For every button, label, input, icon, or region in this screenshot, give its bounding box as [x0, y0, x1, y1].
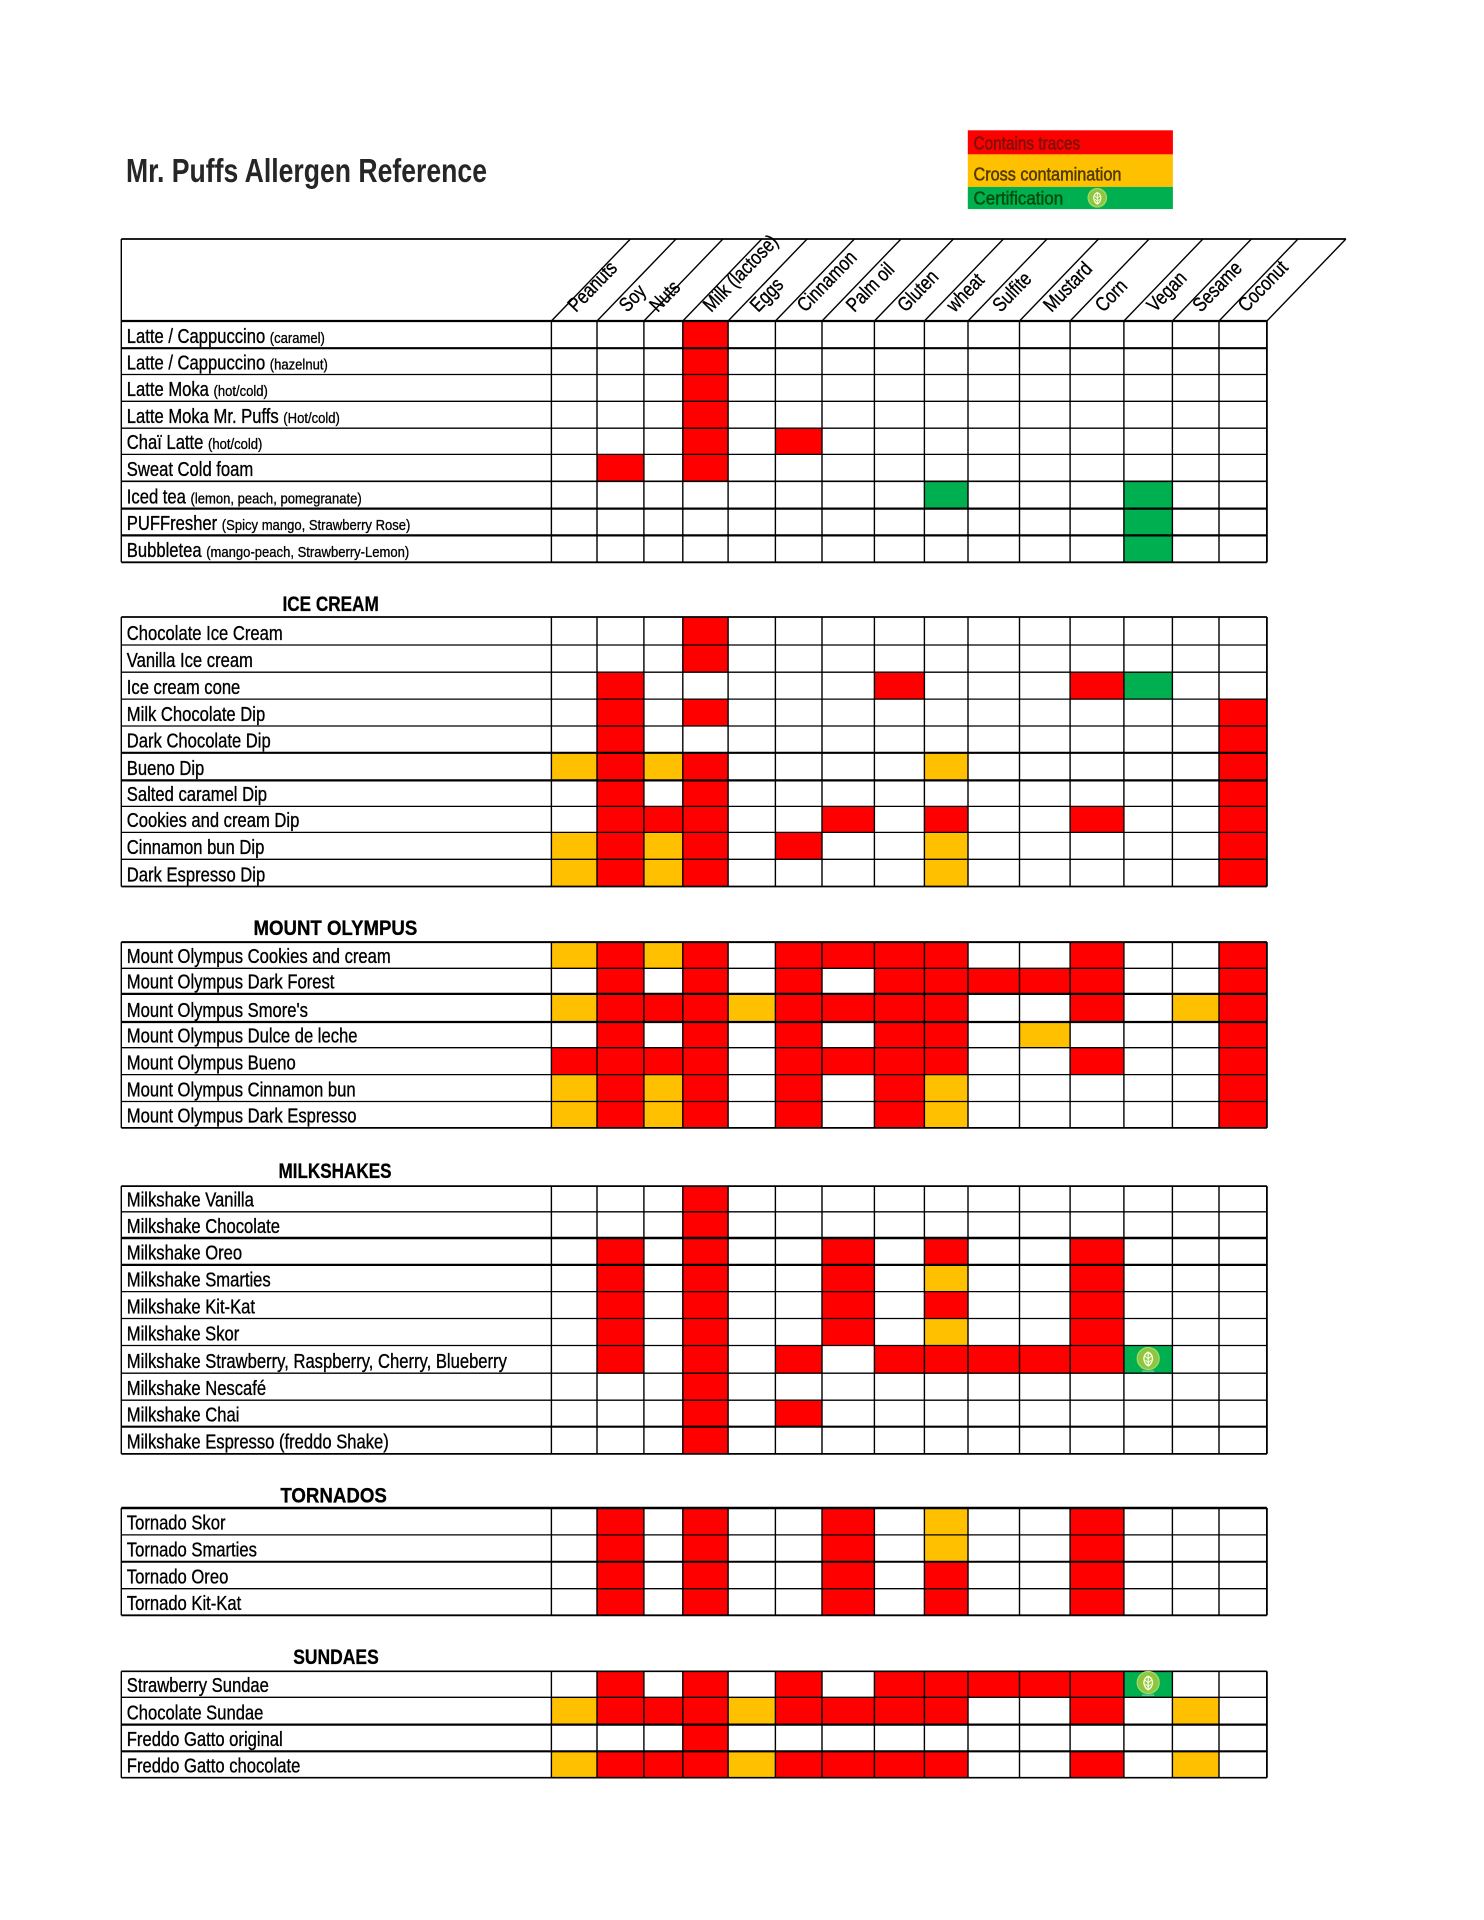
svg-text:(mango-peach, Strawberry-Lemon: (mango-peach, Strawberry-Lemon) [206, 545, 409, 561]
svg-text:Milkshake Strawberry, Raspberr: Milkshake Strawberry, Raspberry, Cherry,… [127, 1351, 507, 1373]
svg-text:Cinnamon bun Dip: Cinnamon bun Dip [127, 837, 264, 859]
svg-text:Latte Moka: Latte Moka [127, 379, 210, 401]
svg-text:(hot/cold): (hot/cold) [208, 437, 262, 453]
svg-text:Milk Chocolate Dip: Milk Chocolate Dip [127, 704, 265, 726]
svg-text:Mr. Puffs Allergen Reference: Mr. Puffs Allergen Reference [126, 152, 487, 189]
svg-text:Chocolate Ice Cream: Chocolate Ice Cream [127, 623, 283, 645]
svg-text:Milkshake Nescafé: Milkshake Nescafé [127, 1378, 266, 1400]
svg-text:MOUNT OLYMPUS: MOUNT OLYMPUS [254, 917, 418, 940]
svg-text:Cookies and cream Dip: Cookies and cream Dip [127, 810, 299, 832]
svg-text:Tornado Skor: Tornado Skor [127, 1513, 226, 1535]
svg-text:Iced tea: Iced tea [127, 486, 187, 508]
svg-text:Dark Chocolate Dip: Dark Chocolate Dip [127, 731, 271, 753]
svg-text:Vanilla Ice cream: Vanilla Ice cream [127, 650, 253, 672]
svg-text:TORNADOS: TORNADOS [280, 1484, 387, 1507]
svg-text:Bueno Dip: Bueno Dip [127, 758, 205, 780]
svg-text:Contains traces: Contains traces [974, 134, 1081, 154]
svg-text:Strawberry Sundae: Strawberry Sundae [127, 1675, 269, 1697]
svg-text:Mount Olympus Cookies and crea: Mount Olympus Cookies and cream [127, 946, 391, 968]
svg-text:SUNDAES: SUNDAES [293, 1646, 379, 1669]
svg-text:Tornado Smarties: Tornado Smarties [127, 1540, 257, 1562]
svg-text:Mount Olympus Dark Forest: Mount Olympus Dark Forest [127, 972, 335, 994]
svg-text:Milkshake Oreo: Milkshake Oreo [127, 1243, 242, 1265]
svg-text:Mount Olympus Smore's: Mount Olympus Smore's [127, 1000, 308, 1022]
svg-text:Freddo Gatto chocolate: Freddo Gatto chocolate [127, 1756, 300, 1778]
svg-text:Dark Espresso Dip: Dark Espresso Dip [127, 864, 265, 886]
svg-text:Latte / Cappuccino: Latte / Cappuccino [127, 326, 265, 348]
svg-text:(caramel): (caramel) [270, 331, 325, 347]
svg-text:Chocolate Sundae: Chocolate Sundae [127, 1702, 264, 1724]
svg-text:Cross contamination: Cross contamination [974, 165, 1122, 185]
svg-text:Mount Olympus Bueno: Mount Olympus Bueno [127, 1052, 296, 1074]
svg-text:Bubbletea: Bubbletea [127, 540, 203, 562]
svg-text:Latte Moka Mr. Puffs: Latte Moka Mr. Puffs [127, 406, 279, 428]
svg-text:Freddo Gatto original: Freddo Gatto original [127, 1729, 283, 1751]
svg-text:Tornado Kit-Kat: Tornado Kit-Kat [127, 1593, 242, 1615]
svg-text:ICE CREAM: ICE CREAM [282, 593, 378, 616]
svg-text:Milkshake Kit-Kat: Milkshake Kit-Kat [127, 1296, 256, 1318]
svg-text:Certification: Certification [974, 189, 1064, 209]
svg-text:Mount Olympus Dark Espresso: Mount Olympus Dark Espresso [127, 1106, 357, 1128]
svg-text:(Hot/cold): (Hot/cold) [283, 411, 340, 427]
svg-text:Mount Olympus Cinnamon bun: Mount Olympus Cinnamon bun [127, 1079, 356, 1101]
svg-text:Latte / Cappuccino: Latte / Cappuccino [127, 352, 265, 374]
svg-text:Milkshake Espresso (freddo Sha: Milkshake Espresso (freddo Shake) [127, 1432, 389, 1454]
svg-text:Milkshake Chocolate: Milkshake Chocolate [127, 1216, 280, 1238]
svg-text:Salted caramel Dip: Salted caramel Dip [127, 784, 267, 806]
svg-text:PUFFresher: PUFFresher [127, 513, 218, 535]
svg-text:Chaï Latte: Chaï Latte [127, 432, 204, 454]
svg-text:Milkshake Skor: Milkshake Skor [127, 1323, 240, 1345]
svg-text:Mount Olympus Dulce de leche: Mount Olympus Dulce de leche [127, 1026, 358, 1048]
svg-text:Sweat Cold foam: Sweat Cold foam [127, 459, 253, 481]
svg-text:Tornado Oreo: Tornado Oreo [127, 1567, 229, 1589]
svg-text:(hazelnut): (hazelnut) [270, 357, 328, 373]
svg-text:(hot/cold): (hot/cold) [214, 384, 268, 400]
svg-text:MILKSHAKES: MILKSHAKES [279, 1160, 392, 1183]
svg-text:Milkshake Chai: Milkshake Chai [127, 1405, 240, 1427]
svg-text:Ice cream cone: Ice cream cone [127, 677, 241, 699]
svg-text:(lemon, peach, pomegranate): (lemon, peach, pomegranate) [191, 491, 362, 507]
svg-text:Milkshake Vanilla: Milkshake Vanilla [127, 1190, 255, 1212]
svg-text:(Spicy mango, Strawberry Rose): (Spicy mango, Strawberry Rose) [222, 518, 411, 534]
svg-text:Milkshake Smarties: Milkshake Smarties [127, 1269, 271, 1291]
